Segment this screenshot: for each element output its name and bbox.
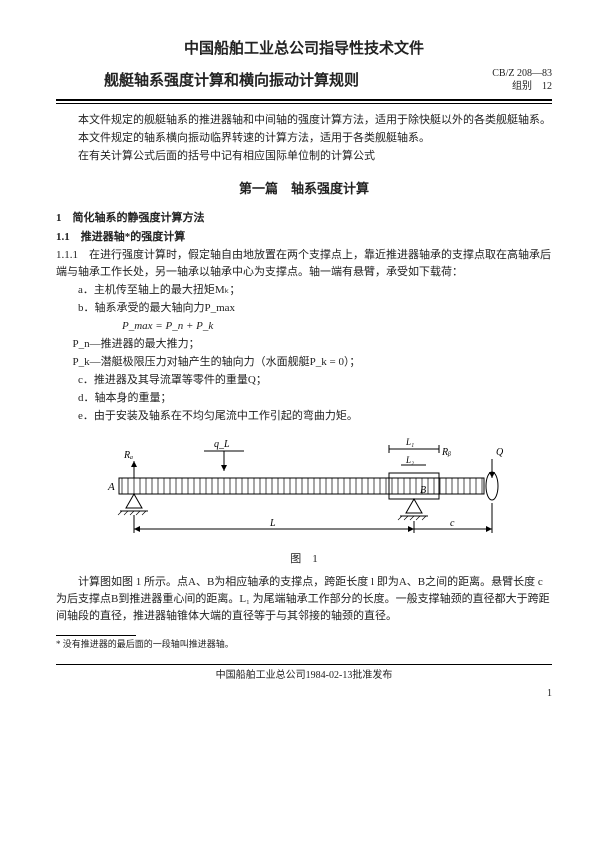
load-list-2: c．推进器及其导流罩等零件的重量Q； d．轴本身的重量； e．由于安装及轴系在不… xyxy=(78,372,552,425)
para-1-1-1: 1.1.1 在进行强度计算时，假定轴自由地放置在两个支撑点上，靠近推进器轴承的支… xyxy=(56,247,552,281)
header-row: 舰艇轴系强度计算和横向振动计算规则 CB/Z 208—83 组别 12 xyxy=(56,67,552,93)
label-L2: L₂ xyxy=(405,455,414,465)
definitions: P_n—推进器的最大推力； P_k—潜艇极限压力对轴产生的轴向力（水面舰艇P_k… xyxy=(56,336,552,371)
group-label: 组别 xyxy=(512,81,532,92)
list-item-a: a．主机传至轴上的最大扭矩Mₖ； xyxy=(78,282,552,299)
standard-code: CB/Z 208—83 xyxy=(492,67,552,80)
load-list: a．主机传至轴上的最大扭矩Mₖ； b．轴系承受的最大轴向力P_max P_max… xyxy=(78,282,552,335)
after-figure-text: 计算图如图 1 所示。点A、B为相应轴承的支撑点，跨距长度 l 即为A、B之间的… xyxy=(56,574,552,625)
intro-p2: 本文件规定的轴系横向振动临界转速的计算方法，适用于各类舰艇轴系。 xyxy=(56,130,552,147)
standard-code-block: CB/Z 208—83 组别 12 xyxy=(492,67,552,93)
list-item-c: c．推进器及其导流罩等零件的重量Q； xyxy=(78,372,552,389)
group-line: 组别 12 xyxy=(492,80,552,93)
def-pk: P_k—潜艇极限压力对轴产生的轴向力（水面舰艇P_k = 0）； xyxy=(56,354,552,371)
bottom-rule xyxy=(56,664,552,665)
list-item-d: d．轴本身的重量； xyxy=(78,390,552,407)
intro-p1: 本文件规定的舰艇轴系的推进器轴和中间轴的强度计算方法，适用于除快艇以外的各类舰艇… xyxy=(56,112,552,129)
beam-diagram-svg: q_L Rₐ L₁ L₂ Rᵦ Q A xyxy=(94,433,514,543)
org-title: 中国船舶工业总公司指导性技术文件 xyxy=(56,38,552,61)
heading-1-1: 1.1 推进器轴*的强度计算 xyxy=(56,229,552,246)
figure-caption: 图 1 xyxy=(56,551,552,568)
label-A: A xyxy=(107,481,115,493)
def-pn: P_n—推进器的最大推力； xyxy=(56,336,552,353)
after-fig-p1: 计算图如图 1 所示。点A、B为相应轴承的支撑点，跨距长度 l 即为A、B之间的… xyxy=(56,574,552,625)
rule-thin xyxy=(56,103,552,104)
label-qL: q_L xyxy=(214,439,230,450)
intro-block: 本文件规定的舰艇轴系的推进器轴和中间轴的强度计算方法，适用于除快艇以外的各类舰艇… xyxy=(56,112,552,165)
doc-title: 舰艇轴系强度计算和横向振动计算规则 xyxy=(104,70,359,93)
label-Q: Q xyxy=(496,447,504,458)
intro-p3: 在有关计算公式后面的括号中记有相应国际单位制的计算公式 xyxy=(56,148,552,165)
footnote: * 没有推进器的最后面的一段轴叫推进器轴。 xyxy=(56,638,552,652)
section-title: 第一篇 轴系强度计算 xyxy=(56,179,552,199)
page-number: 1 xyxy=(56,686,552,702)
figure-1: q_L Rₐ L₁ L₂ Rᵦ Q A xyxy=(56,433,552,549)
rule-thick xyxy=(56,99,552,101)
footnote-rule xyxy=(56,635,136,636)
group-value: 12 xyxy=(542,81,552,92)
heading-1: 1 简化轴系的静强度计算方法 xyxy=(56,210,552,227)
issue-line: 中国船舶工业总公司1984-02-13批准发布 xyxy=(56,668,552,684)
label-L1: L₁ xyxy=(405,437,414,447)
formula-pmax: P_max = P_n + P_k xyxy=(122,318,552,335)
label-c: c xyxy=(450,518,455,529)
body: 1 简化轴系的静强度计算方法 1.1 推进器轴*的强度计算 1.1.1 在进行强… xyxy=(56,210,552,426)
label-RA: Rₐ xyxy=(123,450,133,461)
list-item-b: b．轴系承受的最大轴向力P_max xyxy=(78,300,552,317)
label-RB: Rᵦ xyxy=(441,447,451,458)
list-item-e: e．由于安装及轴系在不均匀尾流中工作引起的弯曲力矩。 xyxy=(78,408,552,425)
label-L: L xyxy=(269,518,276,529)
label-B: B xyxy=(420,485,426,496)
